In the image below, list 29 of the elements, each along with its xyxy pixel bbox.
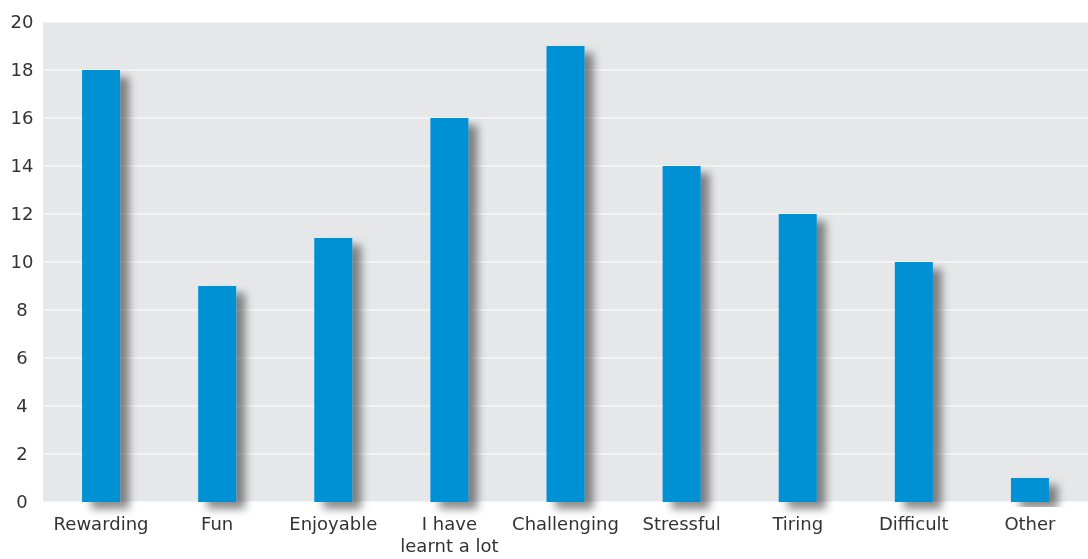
x-tick-label: Other — [1004, 513, 1057, 534]
bar — [778, 214, 817, 502]
bar — [198, 286, 237, 502]
y-tick-label: 20 — [10, 11, 34, 33]
y-tick-label: 18 — [10, 59, 34, 81]
y-tick-label: 12 — [10, 203, 34, 225]
bar — [662, 166, 701, 502]
x-tick-label: Enjoyable — [289, 513, 378, 534]
y-tick-label: 4 — [16, 395, 28, 417]
y-tick-label: 6 — [16, 347, 28, 369]
bar — [1010, 478, 1049, 502]
bar — [894, 262, 933, 502]
x-tick-label: Tiring — [771, 513, 824, 534]
x-tick-label: Rewarding — [53, 513, 149, 534]
y-tick-label: 10 — [10, 251, 34, 273]
x-tick-label: I have learnt a lot — [400, 513, 499, 556]
y-tick-label: 0 — [16, 491, 28, 513]
bar — [430, 118, 469, 502]
y-tick-label: 8 — [16, 299, 28, 321]
y-tick-label: 14 — [10, 155, 34, 177]
x-tick-label: Challenging — [512, 513, 619, 534]
bar — [82, 70, 121, 502]
bar — [314, 238, 353, 502]
y-tick-label: 16 — [10, 107, 34, 129]
x-tick-label: Fun — [201, 513, 234, 534]
y-tick-label: 2 — [16, 443, 28, 465]
x-tick-label: Difficult — [879, 513, 949, 534]
bar — [546, 46, 585, 502]
x-tick-label: Stressful — [642, 513, 721, 534]
